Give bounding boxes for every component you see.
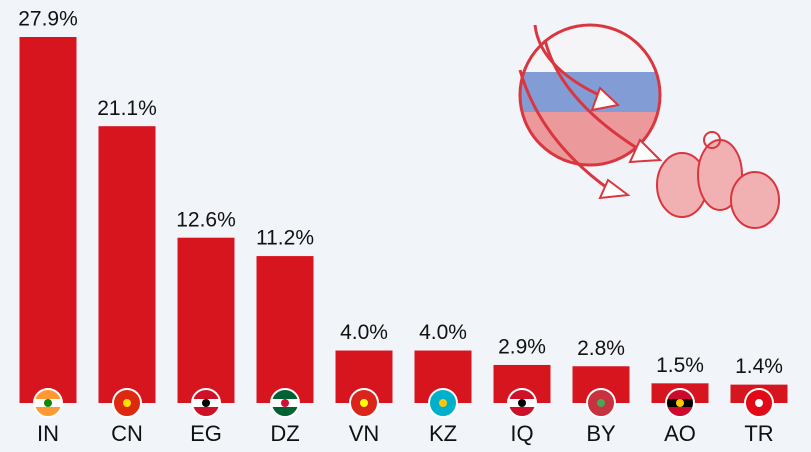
flag-part <box>360 399 368 407</box>
flag-part <box>744 388 774 418</box>
flag-part <box>112 388 142 418</box>
flag-icon <box>270 388 300 418</box>
x-tick-label: IQ <box>510 421 533 446</box>
flag-part <box>281 399 289 407</box>
flag-part <box>123 399 131 407</box>
value-label: 4.0% <box>419 321 467 344</box>
value-label: 2.8% <box>577 337 625 360</box>
flag-part <box>428 388 458 418</box>
x-tick-label: VN <box>349 421 380 446</box>
flag-part <box>676 399 684 407</box>
x-tick-label: DZ <box>270 421 299 446</box>
flag-part <box>507 388 537 418</box>
flag-part <box>518 399 526 407</box>
flag-part <box>439 399 447 407</box>
value-label: 27.9% <box>18 8 78 31</box>
value-label: 11.2% <box>256 227 314 250</box>
value-label: 2.9% <box>498 336 546 359</box>
x-tick-label: KZ <box>429 421 457 446</box>
bar <box>177 237 235 403</box>
value-label: 1.4% <box>735 355 783 378</box>
flag-part <box>349 388 379 418</box>
bar <box>19 37 77 403</box>
bar <box>256 256 314 403</box>
flag-part <box>33 388 63 418</box>
flag-part <box>597 399 605 407</box>
bar <box>98 126 156 404</box>
flag-part <box>270 388 300 418</box>
flag-icon <box>507 388 537 418</box>
x-tick-label: BY <box>586 421 616 446</box>
flag-icon <box>112 388 142 418</box>
flag-icon <box>349 388 379 418</box>
x-tick-label: AO <box>664 421 696 446</box>
flag-icon <box>191 388 221 418</box>
flag-icon <box>428 388 458 418</box>
flag-part <box>202 399 210 407</box>
flag-part <box>755 399 763 407</box>
flag-icon <box>665 388 695 418</box>
value-label: 4.0% <box>340 321 388 344</box>
flag-icon <box>586 388 616 418</box>
flag-icon <box>33 388 63 418</box>
x-tick-label: IN <box>37 421 59 446</box>
flag-part <box>44 399 52 407</box>
flag-part <box>191 388 221 418</box>
flag-icon <box>744 388 774 418</box>
flag-part <box>586 388 616 418</box>
value-label: 12.6% <box>176 208 236 231</box>
x-tick-label: TR <box>744 421 773 446</box>
x-tick-label: EG <box>190 421 222 446</box>
value-label: 21.1% <box>97 97 157 120</box>
x-tick-label: CN <box>111 421 143 446</box>
flag-part <box>665 388 695 418</box>
value-label: 1.5% <box>656 354 704 377</box>
